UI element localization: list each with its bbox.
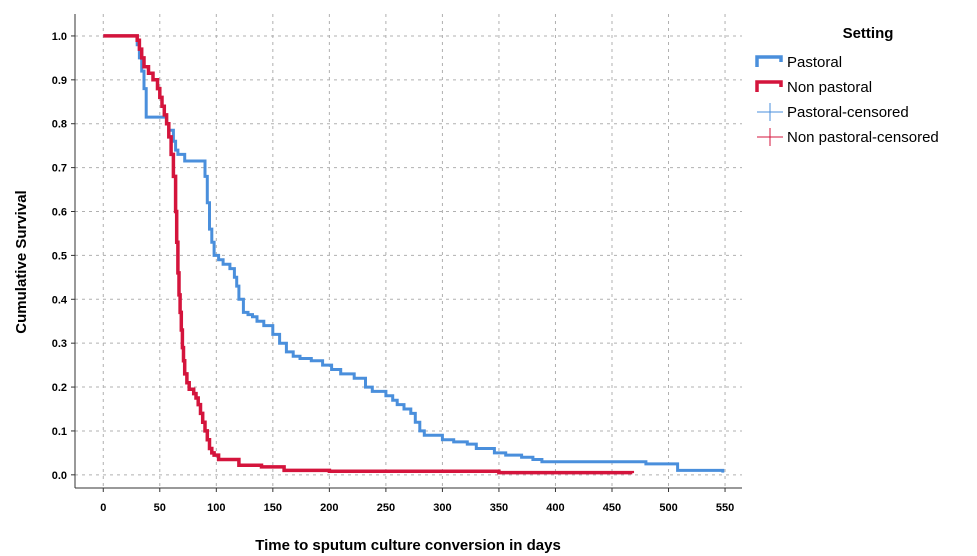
y-tick-label: 0.5 — [52, 250, 67, 262]
x-tick-label: 200 — [320, 502, 338, 514]
y-tick-label: 0.4 — [52, 294, 68, 306]
y-tick-label: 0.0 — [52, 470, 67, 482]
y-axis-title: Cumulative Survival — [13, 190, 30, 333]
y-tick-label: 0.9 — [52, 75, 67, 87]
series-line-non-pastoral — [103, 34, 635, 475]
y-tick-label: 0.6 — [52, 207, 67, 219]
x-tick-label: 450 — [603, 502, 621, 514]
y-tick-label: 0.1 — [52, 426, 67, 438]
x-tick-label: 350 — [490, 502, 508, 514]
series-line-pastoral — [103, 34, 725, 473]
legend-item-pastoral: Pastoral — [755, 54, 842, 71]
x-tick-label: 100 — [207, 502, 225, 514]
y-tick-label: 0.8 — [52, 119, 67, 131]
x-tick-label: 550 — [716, 502, 734, 514]
legend: Setting Pastoral Non pastoral Pastoral-cen… — [755, 25, 939, 146]
series-layer — [103, 34, 725, 475]
axes-layer — [74, 14, 742, 489]
legend-item-non-pastoral-censored: Non pastoral-censored — [757, 128, 939, 146]
grid-layer — [75, 14, 742, 488]
legend-item-pastoral-censored: Pastoral-censored — [757, 103, 909, 121]
x-tick-label: 500 — [659, 502, 677, 514]
ticks-layer: 0.0 0.1 0.2 0.3 0.4 0.5 0.6 0.7 0.8 0.9 1.0 0 50 100 1… — [52, 31, 735, 514]
y-tick-label: 1.0 — [52, 31, 67, 43]
legend-swatch-non-pastoral — [755, 80, 783, 92]
legend-item-non-pastoral: Non pastoral — [755, 79, 872, 96]
x-tick-label: 400 — [546, 502, 564, 514]
legend-label-non-pastoral: Non pastoral — [787, 79, 872, 96]
legend-label-non-pastoral-censored: Non pastoral-censored — [787, 129, 939, 146]
legend-swatch-pastoral — [755, 55, 783, 67]
legend-title: Setting — [843, 25, 894, 42]
y-tick-label: 0.3 — [52, 338, 67, 350]
y-tick-label: 0.2 — [52, 382, 67, 394]
x-tick-label: 300 — [433, 502, 451, 514]
x-tick-label: 150 — [264, 502, 282, 514]
y-tick-label: 0.7 — [52, 163, 67, 175]
legend-label-pastoral-censored: Pastoral-censored — [787, 104, 909, 121]
legend-label-pastoral: Pastoral — [787, 54, 842, 71]
x-tick-label: 250 — [377, 502, 395, 514]
x-tick-label: 0 — [100, 502, 106, 514]
x-axis-title: Time to sputum culture conversion in day… — [255, 537, 561, 554]
x-tick-label: 50 — [154, 502, 166, 514]
